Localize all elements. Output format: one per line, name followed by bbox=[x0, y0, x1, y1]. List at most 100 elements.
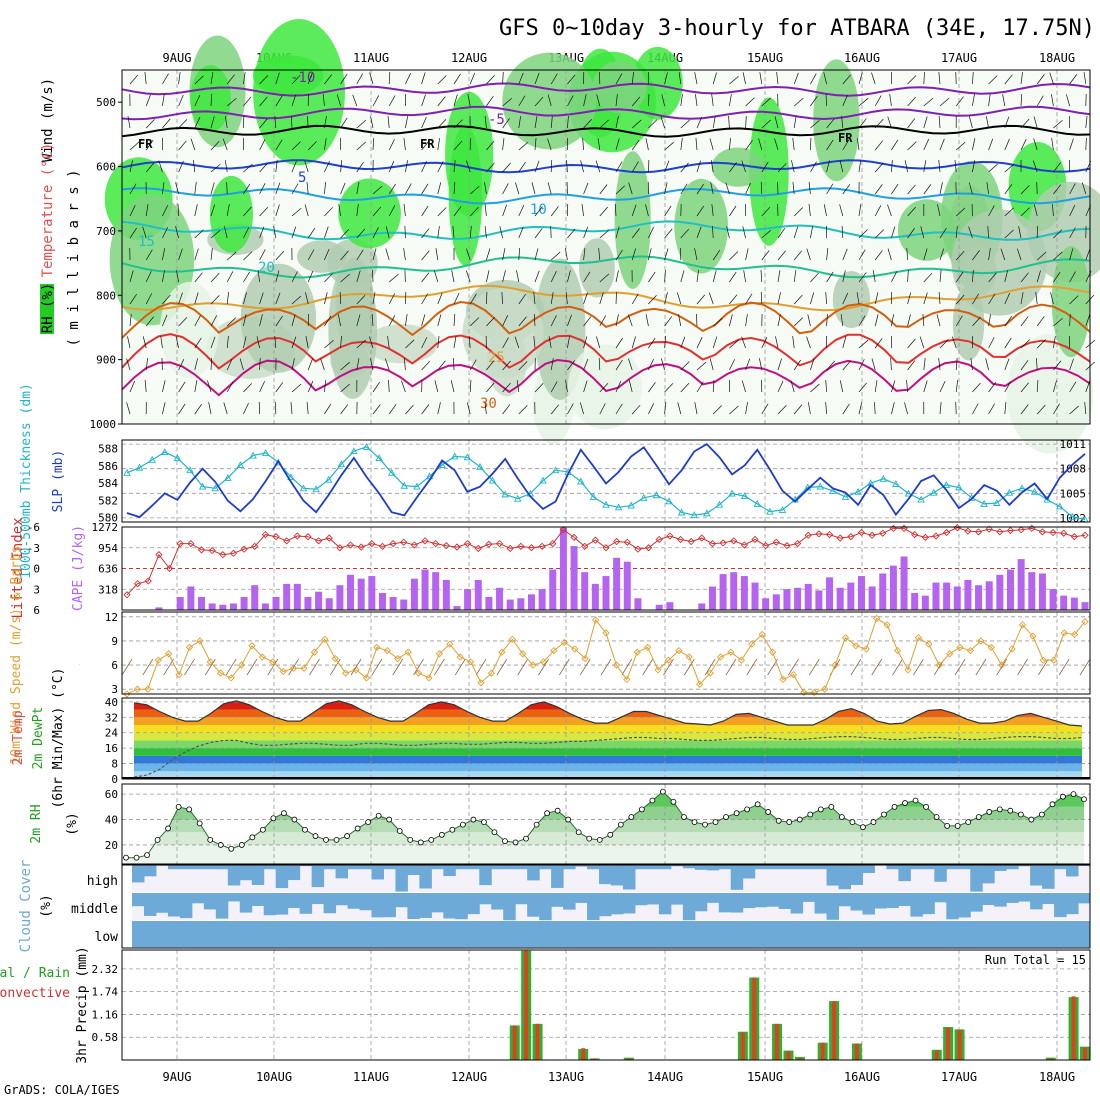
cloud-cell bbox=[347, 893, 361, 909]
wind-barb bbox=[988, 403, 995, 415]
wind-barb bbox=[1033, 138, 1038, 151]
wind-barb bbox=[874, 380, 878, 393]
wind-barb bbox=[774, 116, 779, 129]
wind-barb bbox=[793, 97, 804, 107]
wind-barb bbox=[1053, 251, 1063, 261]
cape-bar-83 bbox=[1006, 569, 1014, 610]
wind-barb bbox=[388, 95, 396, 107]
ylabel-2m-temp: 2m Temp bbox=[11, 710, 26, 765]
wind-barb bbox=[745, 293, 753, 305]
wind-barb bbox=[891, 314, 894, 327]
precip-tick-0: 0.58 bbox=[92, 1031, 119, 1044]
wind-barb bbox=[615, 359, 623, 371]
wind-barb bbox=[259, 249, 266, 261]
wind-barb bbox=[793, 207, 803, 217]
wind-barb bbox=[1036, 270, 1041, 283]
temp-frame bbox=[121, 697, 1091, 780]
wind-barb bbox=[275, 95, 283, 107]
thickness-line bbox=[126, 446, 1086, 520]
cloud-cell bbox=[850, 921, 863, 948]
wind-barb bbox=[1069, 295, 1079, 305]
wind-barb bbox=[1020, 72, 1023, 85]
cloud-cell bbox=[479, 921, 492, 948]
li-point-39 bbox=[538, 542, 546, 551]
wind-barb bbox=[988, 293, 996, 305]
li-point-90 bbox=[1081, 531, 1089, 539]
wind-barb bbox=[874, 292, 879, 305]
cloud-cell bbox=[275, 921, 289, 948]
rh-point-46 bbox=[607, 831, 614, 838]
wind-barb bbox=[550, 225, 552, 239]
cloud-cell bbox=[778, 865, 792, 870]
li-point-57 bbox=[730, 537, 738, 545]
cape-bar-45 bbox=[602, 576, 610, 610]
rh-point-67 bbox=[828, 803, 835, 810]
cape-tick-2: 954 bbox=[98, 542, 118, 555]
wind-barb bbox=[729, 162, 737, 173]
wind-barb bbox=[631, 293, 639, 305]
wind-barb bbox=[791, 160, 795, 173]
cloud-cell bbox=[335, 921, 349, 948]
wind-barb bbox=[729, 205, 737, 217]
cloud-cell bbox=[191, 921, 205, 948]
wind-barb bbox=[291, 271, 298, 283]
temp-band-5 bbox=[134, 732, 1082, 741]
wind-barb bbox=[421, 314, 426, 327]
cloud-cell bbox=[263, 865, 277, 870]
wind-barb bbox=[567, 270, 571, 283]
precip-conv-bar-34 bbox=[512, 1025, 517, 1060]
cloud-cell bbox=[479, 893, 492, 905]
wind-barb bbox=[745, 248, 749, 261]
date-tick-bottom-3: 12AUG bbox=[451, 1070, 487, 1084]
wind-barb bbox=[631, 204, 637, 217]
wind-barb bbox=[226, 358, 233, 371]
wind-point-27 bbox=[404, 648, 412, 656]
wind-barb bbox=[891, 402, 895, 415]
wind-point-17 bbox=[300, 664, 308, 672]
cloud-cell bbox=[239, 865, 253, 881]
wind-barb bbox=[129, 141, 140, 151]
wind-barb bbox=[275, 182, 281, 195]
wind-barb bbox=[403, 204, 406, 217]
wind-barb bbox=[858, 359, 865, 371]
wind-barb bbox=[226, 336, 229, 349]
rh-point-74 bbox=[902, 800, 908, 806]
wind-barb bbox=[356, 141, 367, 151]
rh-point-13 bbox=[259, 826, 266, 833]
wind-barb bbox=[1085, 248, 1091, 261]
wind-barb-10m-6 bbox=[184, 658, 195, 676]
wind-barb bbox=[1053, 336, 1056, 349]
wind-barb bbox=[1004, 229, 1014, 239]
cloud-cell bbox=[527, 921, 540, 948]
wind-barb bbox=[1053, 184, 1062, 195]
wind-barb bbox=[550, 116, 553, 129]
wind-barb bbox=[467, 94, 471, 107]
wind-barb bbox=[708, 292, 714, 305]
wind-barb bbox=[970, 358, 973, 371]
cape-bar-90 bbox=[1081, 602, 1089, 610]
rh-point-40 bbox=[544, 810, 550, 817]
precip-conv-bar-84 bbox=[1083, 1047, 1087, 1060]
wind-barb bbox=[664, 383, 674, 393]
wind-barb bbox=[194, 117, 201, 129]
cloud-cell bbox=[958, 893, 971, 918]
wind-barb bbox=[502, 315, 509, 327]
thickness-point-28 bbox=[476, 462, 484, 470]
wind-barb bbox=[307, 72, 313, 85]
cape-bar-40 bbox=[549, 569, 557, 610]
cloud-cell bbox=[587, 865, 600, 870]
wind-barb bbox=[306, 402, 309, 415]
cape-bar-85 bbox=[1028, 572, 1036, 610]
cloud-cell bbox=[311, 921, 325, 948]
wind-barb bbox=[631, 161, 639, 173]
wind-barb bbox=[453, 182, 456, 195]
wind-barb bbox=[175, 226, 179, 239]
wind-barb bbox=[1020, 404, 1029, 415]
cloud-cell bbox=[563, 921, 576, 948]
wind-barb bbox=[810, 161, 817, 173]
wind-barb bbox=[210, 357, 212, 371]
wind-barb bbox=[566, 160, 568, 173]
wind-barb bbox=[615, 185, 625, 195]
wind-barb bbox=[1036, 358, 1038, 371]
wind-barb bbox=[904, 402, 908, 415]
